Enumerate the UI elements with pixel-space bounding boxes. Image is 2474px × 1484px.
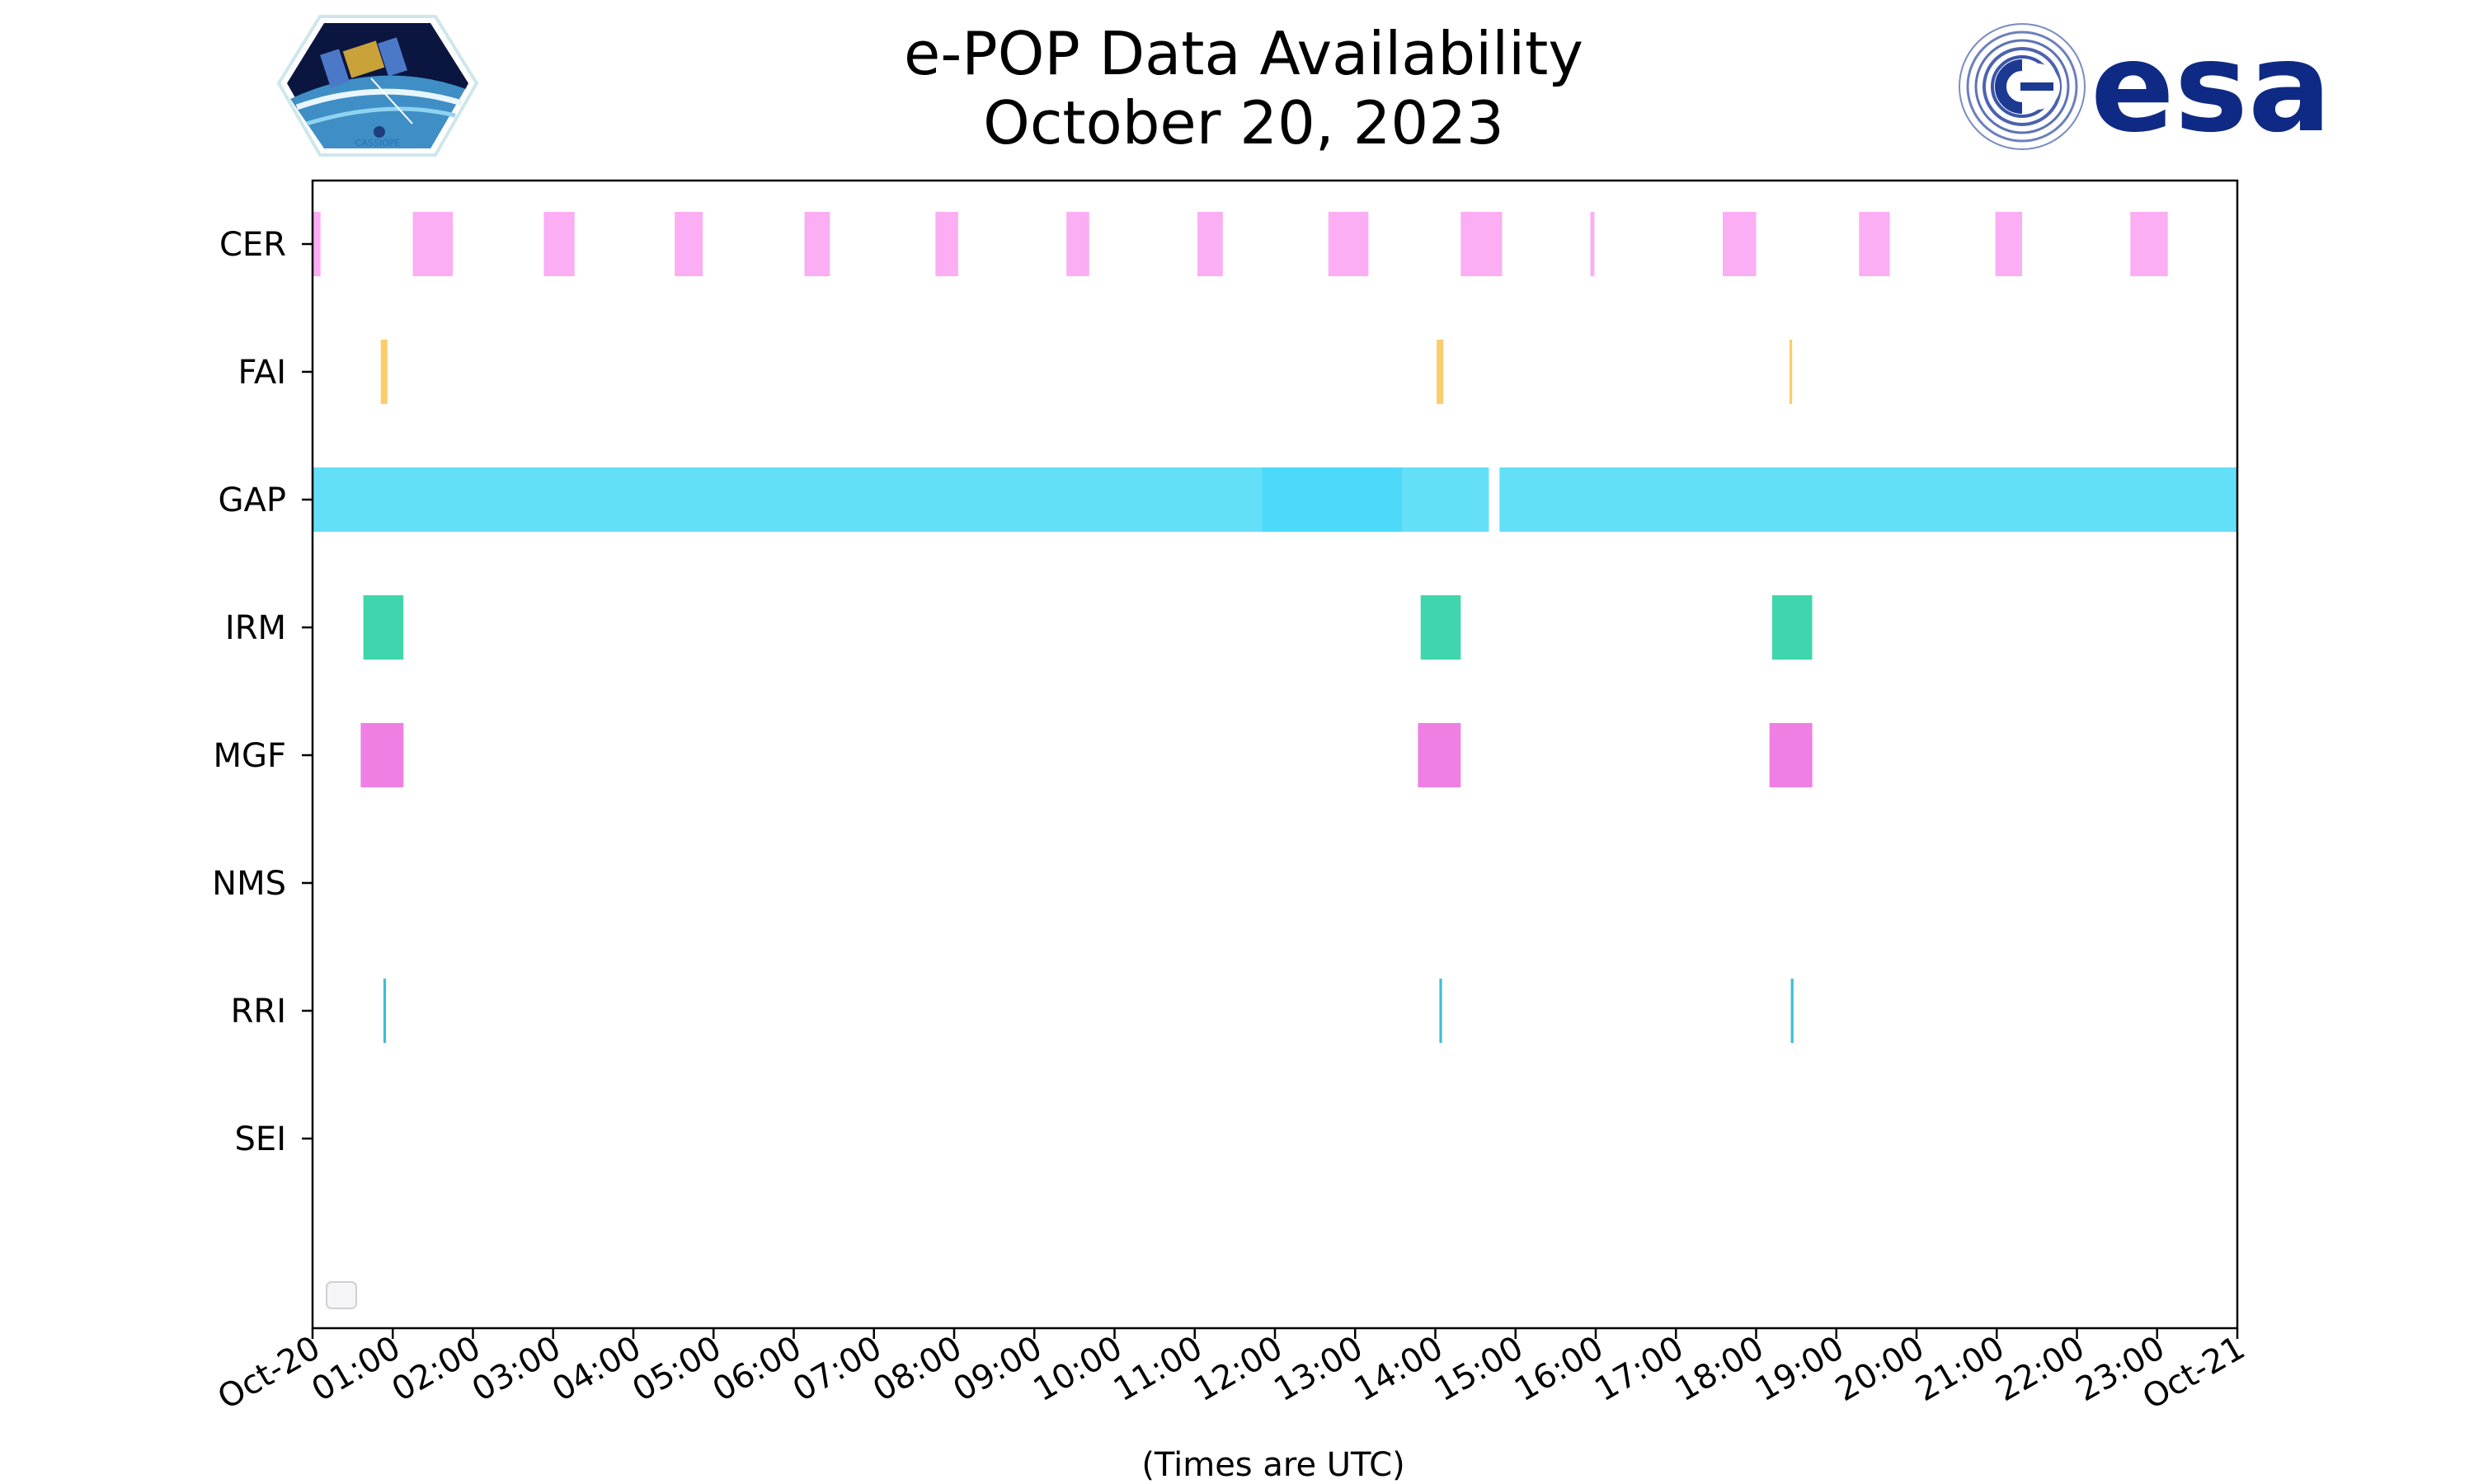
x-axis: Oct-2001:0002:0003:0004:0005:0006:0007:0… (212, 1328, 2251, 1417)
y-tick-label-mgf: MGF (213, 737, 286, 775)
plot-frame (311, 179, 2239, 1330)
x-tick-label-5: 05:00 (626, 1329, 727, 1409)
chart-title-line2: October 20, 2023 (983, 88, 1504, 157)
bar-irm-2 (1771, 595, 1813, 660)
plot-area (313, 181, 2237, 1328)
x-axis-label: (Times are UTC) (1141, 1446, 1404, 1484)
y-tick-label-nms: NMS (212, 865, 286, 903)
x-tick-label-0: Oct-20 (212, 1329, 327, 1417)
bar-fai-1 (1437, 340, 1444, 404)
bar-gap-1 (1261, 467, 1402, 532)
bars-layer (313, 212, 2237, 1043)
bar-gap-2 (1402, 467, 1489, 532)
x-tick-label-22: 22:00 (1990, 1329, 2091, 1409)
bar-cer-3 (675, 212, 703, 276)
x-tick-label-9: 09:00 (947, 1329, 1048, 1409)
x-tick-label-19: 19:00 (1749, 1329, 1851, 1409)
x-tick-label-18: 18:00 (1669, 1329, 1771, 1409)
x-tick-label-15: 15:00 (1428, 1329, 1530, 1409)
x-tick-label-6: 06:00 (707, 1329, 808, 1409)
bar-mgf-0 (360, 723, 404, 787)
x-tick-label-14: 14:00 (1348, 1329, 1450, 1409)
legend-box (326, 1281, 357, 1309)
bar-mgf-2 (1769, 723, 1813, 787)
bar-cer-4 (804, 212, 830, 276)
esa-logo-text: esa (2091, 16, 2331, 160)
y-tick-label-fai: FAI (238, 354, 287, 392)
x-tick-label-1: 01:00 (305, 1329, 407, 1409)
y-axis: CER FAI GAP IRM MGF NMS RRI SEI (212, 226, 313, 1158)
x-tick-label-13: 13:00 (1268, 1329, 1369, 1409)
y-tick-label-gap: GAP (219, 481, 286, 519)
bar-fai-2 (1790, 340, 1793, 404)
bar-irm-0 (363, 595, 404, 660)
bar-cer-6 (1066, 212, 1089, 276)
x-tick-label-16: 16:00 (1508, 1329, 1610, 1409)
bar-cer-8 (1328, 212, 1369, 276)
x-tick-label-12: 12:00 (1188, 1329, 1289, 1409)
y-tick-label-sei: SEI (235, 1120, 286, 1158)
bar-cer-0 (313, 212, 321, 276)
bar-cer-7 (1197, 212, 1223, 276)
bar-gap-3 (1499, 467, 2237, 532)
bar-rri-0 (383, 979, 387, 1043)
cassiope-logo: CASSIOPE (276, 15, 479, 157)
esa-logo: esa (1959, 16, 2331, 160)
bar-mgf-1 (1418, 723, 1461, 787)
bar-cer-2 (543, 212, 575, 276)
y-tick-label-rri: RRI (231, 993, 286, 1031)
x-tick-label-7: 07:00 (787, 1329, 888, 1409)
bar-irm-1 (1420, 595, 1461, 660)
bar-rri-2 (1790, 979, 1794, 1043)
y-tick-label-irm: IRM (225, 609, 286, 647)
x-tick-label-20: 20:00 (1829, 1329, 1931, 1409)
bar-cer-9 (1460, 212, 1503, 276)
bar-cer-1 (412, 212, 454, 276)
bar-rri-1 (1439, 979, 1442, 1043)
bar-cer-14 (2130, 212, 2168, 276)
bar-gap-0 (313, 467, 1262, 532)
x-tick-label-8: 08:00 (867, 1329, 968, 1409)
x-tick-label-2: 02:00 (386, 1329, 487, 1409)
bar-cer-5 (935, 212, 958, 276)
x-tick-label-17: 17:00 (1588, 1329, 1690, 1409)
x-tick-label-4: 04:00 (546, 1329, 647, 1409)
bar-cer-12 (1859, 212, 1890, 276)
x-tick-label-3: 03:00 (466, 1329, 567, 1409)
bar-fai-0 (380, 340, 388, 404)
bar-cer-11 (1723, 212, 1757, 276)
y-tick-label-cer: CER (219, 226, 286, 264)
x-tick-label-11: 11:00 (1108, 1329, 1209, 1409)
x-tick-label-21: 21:00 (1909, 1329, 2011, 1409)
chart-title-line1: e-POP Data Availability (904, 19, 1583, 88)
bar-cer-13 (1995, 212, 2022, 276)
cassiope-logo-text: CASSIOPE (355, 138, 401, 148)
bar-cer-10 (1590, 212, 1595, 276)
x-tick-label-10: 10:00 (1028, 1329, 1129, 1409)
